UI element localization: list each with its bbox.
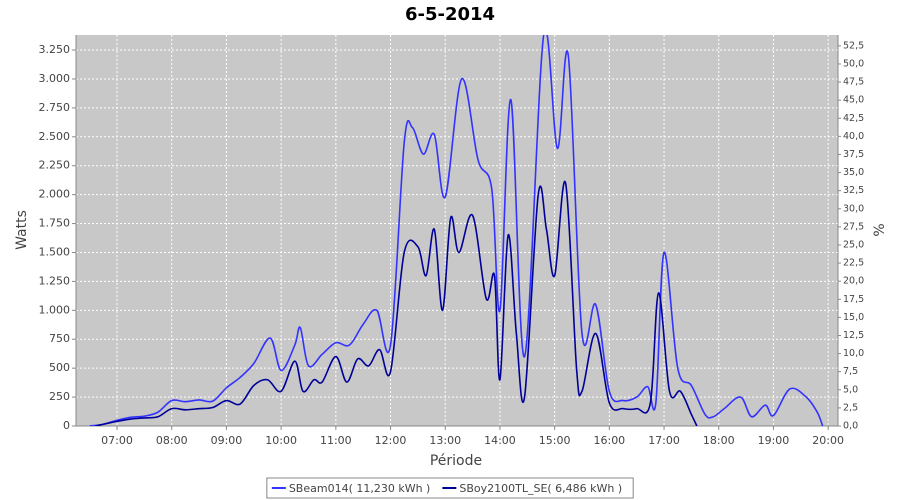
x-tick-label: 20:00	[812, 434, 844, 447]
x-tick-label: 09:00	[211, 434, 243, 447]
y2-tick-label: 32,5	[843, 185, 864, 196]
x-tick-label: 07:00	[101, 434, 133, 447]
y-tick-label: 1.500	[39, 245, 71, 258]
x-tick-label: 08:00	[156, 434, 188, 447]
x-axis-label: Période	[430, 453, 482, 469]
y-tick-label: 1.000	[39, 303, 71, 316]
y2-axis-label: %	[872, 223, 888, 236]
x-tick-label: 16:00	[593, 434, 625, 447]
y-tick-label: 250	[49, 390, 70, 403]
y2-tick-label: 37,5	[843, 149, 864, 160]
y-tick-label: 2.000	[39, 188, 71, 201]
y-tick-label: 2.500	[39, 130, 71, 143]
y2-tick-label: 40,0	[843, 131, 864, 142]
y-tick-label: 0	[63, 419, 70, 432]
y2-tick-label: 30,0	[843, 203, 864, 214]
y-tick-label: 1.750	[39, 217, 71, 230]
series-line	[89, 35, 824, 426]
y-tick-label: 1.250	[39, 274, 71, 287]
y-tick-label: 2.750	[39, 101, 71, 114]
y2-tick-label: 15,0	[843, 312, 864, 323]
x-tick-label: 11:00	[320, 434, 352, 447]
y2-tick-label: 0,0	[843, 421, 858, 432]
y2-tick-label: 12,5	[843, 330, 864, 341]
y-tick-label: 2.250	[39, 159, 71, 172]
y2-tick-label: 2,5	[843, 402, 858, 413]
y2-tick-label: 10,0	[843, 348, 864, 359]
y2-tick-label: 25,0	[843, 239, 864, 250]
y2-tick-label: 27,5	[843, 221, 864, 232]
y2-tick-label: 45,0	[843, 95, 864, 106]
y-tick-label: 3.250	[39, 43, 71, 56]
series-line	[94, 180, 698, 426]
y-tick-label: 3.000	[39, 72, 71, 85]
legend-label: SBeam014( 11,230 kWh )	[289, 482, 431, 495]
legend-label: SBoy2100TL_SE( 6,486 kWh )	[459, 482, 622, 495]
x-tick-label: 15:00	[539, 434, 571, 447]
y2-tick-label: 5,0	[843, 384, 858, 395]
y-tick-label: 750	[49, 332, 70, 345]
x-tick-label: 18:00	[703, 434, 735, 447]
y2-tick-label: 22,5	[843, 258, 864, 269]
y2-tick-label: 35,0	[843, 167, 864, 178]
x-tick-label: 12:00	[375, 434, 407, 447]
x-tick-label: 17:00	[648, 434, 680, 447]
y-tick-label: 500	[49, 361, 70, 374]
y-axis-label: Watts	[14, 210, 30, 250]
x-tick-label: 13:00	[429, 434, 461, 447]
y2-tick-label: 42,5	[843, 113, 864, 124]
y2-tick-label: 20,0	[843, 276, 864, 287]
y2-tick-label: 17,5	[843, 294, 864, 305]
x-tick-label: 14:00	[484, 434, 516, 447]
y2-tick-label: 52,5	[843, 40, 864, 51]
plot-area	[76, 35, 838, 426]
y2-tick-label: 47,5	[843, 77, 864, 88]
y2-tick-label: 50,0	[843, 58, 864, 69]
x-tick-label: 19:00	[758, 434, 790, 447]
x-tick-label: 10:00	[265, 434, 297, 447]
chart-title: 6-5-2014	[405, 4, 495, 25]
y2-tick-label: 7,5	[843, 366, 858, 377]
